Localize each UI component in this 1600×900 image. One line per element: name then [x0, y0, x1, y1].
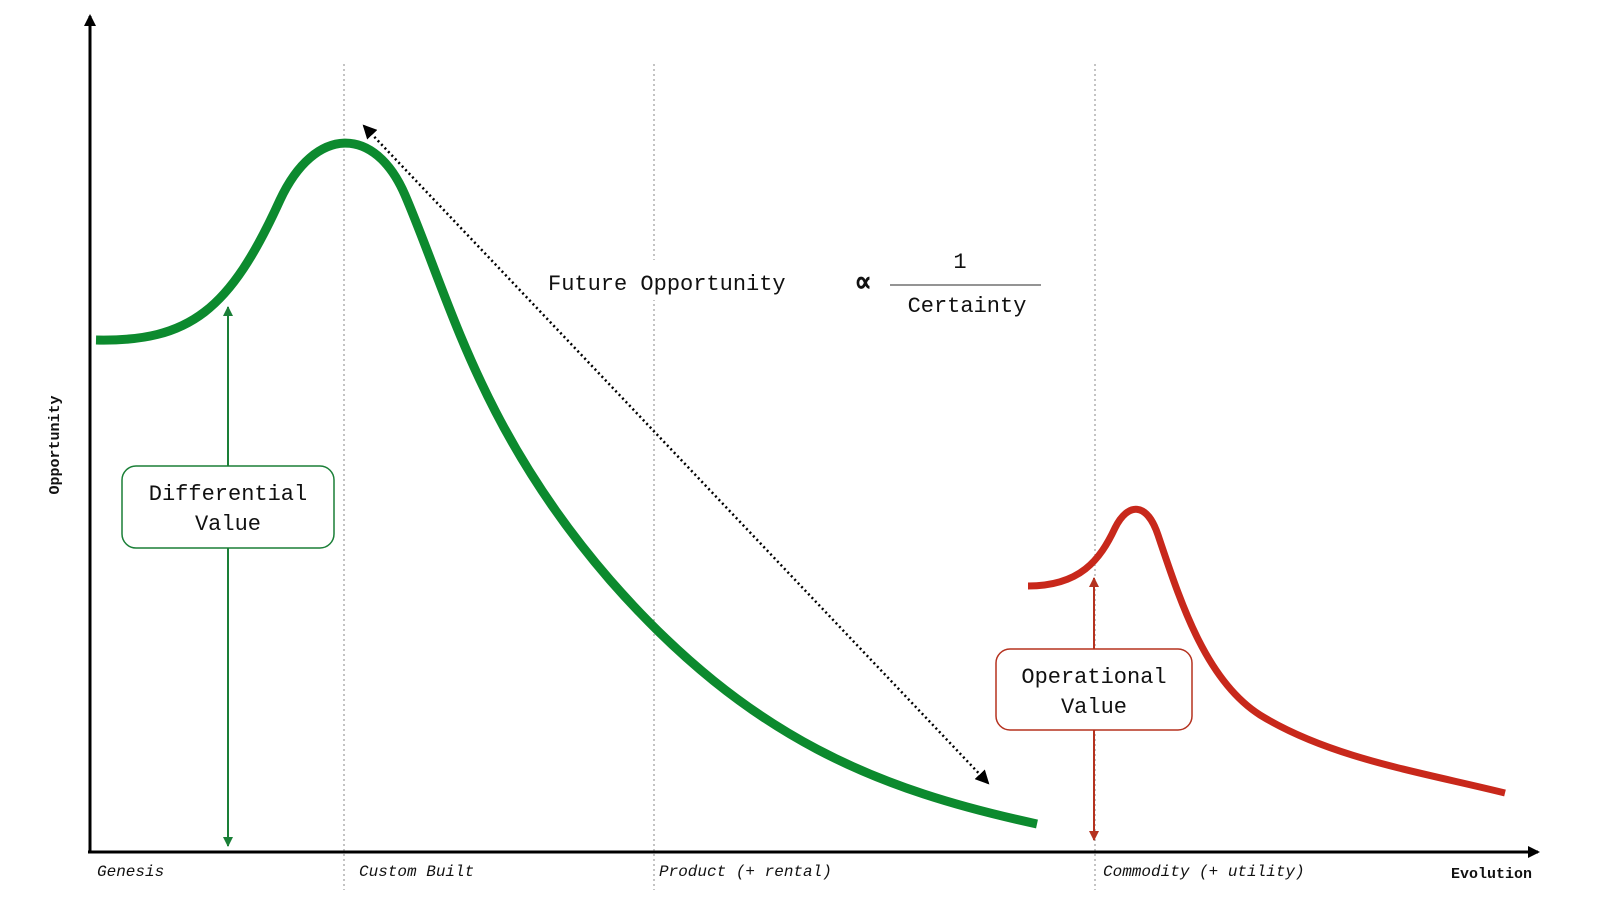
formula-denominator: Certainty	[908, 294, 1027, 319]
stage-label-product: Product (+ rental)	[659, 863, 832, 881]
formula-lhs: Future Opportunity	[548, 272, 786, 297]
differential-value-box	[121, 465, 335, 549]
differential-value-label-line2: Value	[195, 512, 261, 537]
operational-value-label-line2: Value	[1061, 695, 1127, 720]
stage-label-commodity: Commodity (+ utility)	[1103, 863, 1305, 881]
proportional-symbol: ∝	[854, 268, 872, 302]
stage-label-custom-built: Custom Built	[359, 863, 474, 881]
operational-value-label-line1: Operational	[1021, 665, 1166, 690]
y-axis-label: Opportunity	[47, 395, 64, 494]
uncertainty-dotted-arrow	[362, 124, 990, 785]
formula-numerator: 1	[953, 250, 966, 275]
stage-label-genesis: Genesis	[97, 863, 164, 881]
x-axis-label: Evolution	[1451, 866, 1532, 883]
formula-backdrop-right	[880, 250, 1040, 330]
formula-backdrop	[543, 260, 841, 300]
operational-value-box	[995, 648, 1193, 731]
differential-value-label-line1: Differential	[149, 482, 307, 507]
operational-value-curve	[1027, 505, 1506, 797]
